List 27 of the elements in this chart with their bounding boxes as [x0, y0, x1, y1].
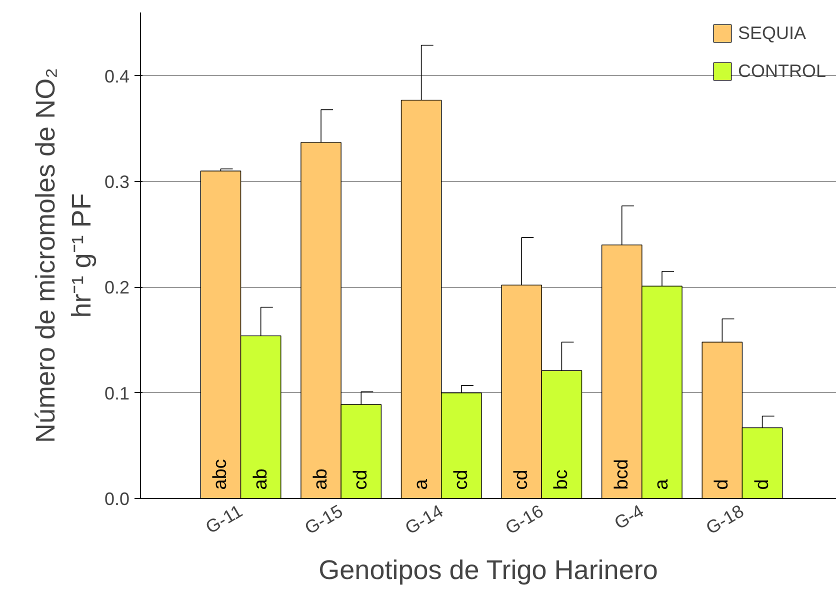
data-label: cd [450, 470, 472, 490]
data-label: abc [210, 459, 232, 490]
legend-label: CONTROL [738, 60, 826, 82]
data-label: d [752, 479, 773, 490]
y-tick-label: 0.0 [104, 489, 130, 509]
x-tick-label: G-18 [702, 500, 748, 538]
y-tick-label: 0.1 [104, 383, 130, 404]
data-label: a [652, 478, 672, 490]
x-tick-label: G-11 [202, 500, 246, 538]
x-tick-label: G-16 [502, 500, 547, 538]
y-tick-label: 0.3 [104, 172, 130, 192]
x-tick-label: G-4 [610, 500, 647, 534]
y-tick-label: 0.4 [104, 66, 130, 86]
data-label: ab [250, 468, 272, 490]
x-axis-title: Genotipos de Trigo Harinero [318, 554, 658, 585]
data-label: ab [310, 468, 332, 490]
x-tick-label: G-14 [402, 500, 446, 538]
x-tick-label: G-15 [301, 500, 346, 538]
data-label: cd [350, 470, 372, 490]
data-label: a [410, 478, 432, 490]
y-tick-label: 0.2 [104, 278, 130, 298]
data-label: bcd [611, 459, 632, 490]
data-label: d [712, 479, 733, 490]
y-axis-title: Número de micromoles de NO₂ hr⁻¹ g⁻¹ PF [30, 68, 96, 444]
data-label: cd [511, 470, 532, 490]
data-label: bc [551, 470, 572, 490]
legend-label: SEQUIA [738, 22, 806, 44]
